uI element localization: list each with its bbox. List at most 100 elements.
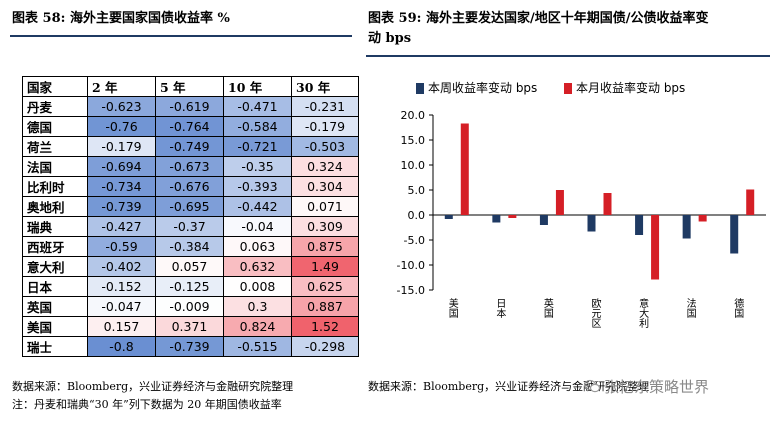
country-cell: 瑞典 bbox=[22, 216, 88, 237]
bar bbox=[635, 215, 644, 235]
yield-cell: -0.471 bbox=[223, 96, 292, 117]
legend-label: 本月收益率变动 bps bbox=[576, 80, 685, 95]
yield-cell: 0.887 bbox=[291, 296, 359, 317]
yield-cell: 0.304 bbox=[291, 176, 359, 197]
yield-cell: -0.739 bbox=[155, 336, 224, 357]
table-row: 比利时 -0.734 -0.676 -0.393 0.304 bbox=[22, 176, 359, 197]
country-cell: 西班牙 bbox=[22, 236, 88, 257]
country-cell: 德国 bbox=[22, 116, 88, 137]
table-row: 日本 -0.152 -0.125 0.008 0.625 bbox=[22, 276, 359, 297]
yield-cell: 0.371 bbox=[155, 316, 224, 337]
country-cell: 丹麦 bbox=[22, 96, 88, 117]
yield-cell: -0.59 bbox=[87, 236, 156, 257]
x-category-label: 欧元区 bbox=[589, 298, 601, 328]
table-row: 意大利 -0.402 0.057 0.632 1.49 bbox=[22, 256, 359, 277]
table-row: 瑞士 -0.8 -0.739 -0.515 -0.298 bbox=[22, 336, 359, 357]
bar bbox=[460, 123, 469, 215]
yield-cell: -0.515 bbox=[223, 336, 292, 357]
bar bbox=[746, 189, 755, 215]
table-row: 法国 -0.694 -0.673 -0.35 0.324 bbox=[22, 156, 359, 177]
table-row: 瑞典 -0.427 -0.37 -0.04 0.309 bbox=[22, 216, 359, 237]
bar bbox=[555, 190, 564, 215]
table-row: 荷兰 -0.179 -0.749 -0.721 -0.503 bbox=[22, 136, 359, 157]
country-cell: 荷兰 bbox=[22, 136, 88, 157]
yield-cell: -0.152 bbox=[87, 276, 156, 297]
bar bbox=[730, 215, 739, 254]
table-row: 丹麦 -0.623 -0.619 -0.471 -0.231 bbox=[22, 96, 359, 117]
yield-cell: -0.384 bbox=[155, 236, 224, 257]
bar bbox=[539, 215, 548, 225]
yield-cell: -0.8 bbox=[87, 336, 156, 357]
yield-cell: 0.071 bbox=[291, 196, 359, 217]
yield-cell: -0.584 bbox=[223, 116, 292, 137]
yield-cell: 0.824 bbox=[223, 316, 292, 337]
y-tick-label: 10.0 bbox=[401, 159, 426, 172]
yield-cell: -0.619 bbox=[155, 96, 224, 117]
yield-cell: -0.125 bbox=[155, 276, 224, 297]
yield-cell: -0.676 bbox=[155, 176, 224, 197]
bar bbox=[682, 215, 691, 239]
yield-table: 国家 2 年 5 年 10 年 30 年 丹麦 -0.623 -0.619 -0.47… bbox=[22, 76, 359, 357]
yield-cell: 0.057 bbox=[155, 256, 224, 277]
yield-cell: -0.734 bbox=[87, 176, 156, 197]
yield-cell: 0.625 bbox=[291, 276, 359, 297]
bar bbox=[444, 215, 453, 219]
left-title-rule bbox=[10, 35, 352, 37]
yield-cell: 0.008 bbox=[223, 276, 292, 297]
y-tick-label: 20.0 bbox=[401, 109, 426, 122]
yield-cell: 0.3 bbox=[223, 296, 292, 317]
yield-cell: 1.49 bbox=[291, 256, 359, 277]
yield-cell: -0.695 bbox=[155, 196, 224, 217]
x-category-label: 法国 bbox=[684, 297, 696, 319]
table-row: 英国 -0.047 -0.009 0.3 0.887 bbox=[22, 296, 359, 317]
right-title-rule bbox=[366, 55, 770, 57]
table-row: 德国 -0.76 -0.764 -0.584 -0.179 bbox=[22, 116, 359, 137]
wechat-icon bbox=[584, 379, 600, 393]
yield-cell: -0.179 bbox=[291, 116, 359, 137]
yield-cell: -0.503 bbox=[291, 136, 359, 157]
country-cell: 日本 bbox=[22, 276, 88, 297]
yield-cell: -0.442 bbox=[223, 196, 292, 217]
bar bbox=[587, 215, 596, 232]
bar bbox=[508, 215, 517, 218]
yield-cell: 0.063 bbox=[223, 236, 292, 257]
x-category-label: 意大利 bbox=[637, 297, 649, 328]
bar bbox=[603, 193, 612, 215]
yield-cell: -0.739 bbox=[87, 196, 156, 217]
yield-cell: -0.179 bbox=[87, 136, 156, 157]
left-figure-title: 图表 58: 海外主要国家国债收益率 % bbox=[12, 11, 230, 26]
country-cell: 法国 bbox=[22, 156, 88, 177]
x-category-label: 美国 bbox=[446, 297, 458, 319]
table-row: 西班牙 -0.59 -0.384 0.063 0.875 bbox=[22, 236, 359, 257]
right-title-line2: 动 bps bbox=[368, 31, 412, 46]
y-tick-label: -10.0 bbox=[397, 259, 425, 272]
yield-cell: -0.623 bbox=[87, 96, 156, 117]
table-row: 美国 0.157 0.371 0.824 1.52 bbox=[22, 316, 359, 337]
yield-cell: -0.673 bbox=[155, 156, 224, 177]
right-source-note: 数据来源：Bloomberg，兴业证券经济与金融研究院整理 bbox=[368, 380, 650, 393]
yield-cell: 0.157 bbox=[87, 316, 156, 337]
country-cell: 美国 bbox=[22, 316, 88, 337]
right-title-line1: 图表 59: 海外主要发达国家/地区十年期国债/公债收益率变 bbox=[368, 11, 709, 26]
yield-change-bar-chart: -15.0 -10.0 -5.0 0.0 5.0 10.0 15.0 20.0 本周收益率变动 … bbox=[397, 80, 766, 328]
header-2y: 2 年 bbox=[87, 76, 156, 97]
legend-swatch bbox=[564, 83, 572, 94]
table-header-row: 国家 2 年 5 年 10 年 30 年 bbox=[22, 76, 359, 97]
yield-cell: -0.764 bbox=[155, 116, 224, 137]
country-cell: 奥地利 bbox=[22, 196, 88, 217]
yield-cell: -0.37 bbox=[155, 216, 224, 237]
yield-cell: 0.309 bbox=[291, 216, 359, 237]
yield-cell: -0.427 bbox=[87, 216, 156, 237]
yield-cell: 1.52 bbox=[291, 316, 359, 337]
header-30y: 30 年 bbox=[291, 76, 359, 97]
yield-cell: -0.694 bbox=[87, 156, 156, 177]
yield-cell: -0.047 bbox=[87, 296, 156, 317]
yield-cell: -0.402 bbox=[87, 256, 156, 277]
yield-cell: -0.721 bbox=[223, 136, 292, 157]
yield-cell: 0.324 bbox=[291, 156, 359, 177]
bar bbox=[492, 215, 501, 223]
yield-cell: -0.76 bbox=[87, 116, 156, 137]
yield-cell: 0.632 bbox=[223, 256, 292, 277]
right-figure-title: 图表 59: 海外主要发达国家/地区十年期国债/公债收益率变 动 bps bbox=[368, 9, 768, 49]
yield-cell: -0.04 bbox=[223, 216, 292, 237]
